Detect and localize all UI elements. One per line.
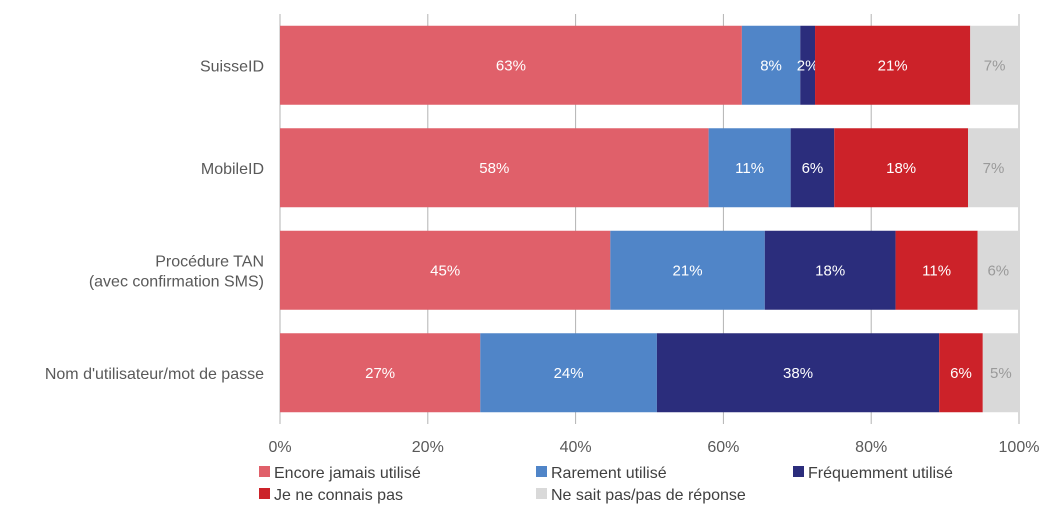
data-label: 24% bbox=[554, 365, 584, 382]
legend-swatch bbox=[536, 488, 547, 499]
data-label: 18% bbox=[886, 160, 916, 177]
data-label: 8% bbox=[760, 57, 782, 74]
bar-segment bbox=[790, 128, 835, 208]
category-label: (avec confirmation SMS) bbox=[89, 273, 264, 290]
bar-segment bbox=[280, 128, 709, 208]
category-label: Procédure TAN bbox=[155, 253, 264, 270]
data-label: 11% bbox=[735, 160, 764, 177]
data-label: 6% bbox=[987, 262, 1009, 279]
x-tick-label: 60% bbox=[707, 439, 739, 456]
legend-swatch bbox=[259, 466, 270, 477]
bar-segment bbox=[815, 25, 971, 105]
data-label: 38% bbox=[783, 365, 813, 382]
bar-segment bbox=[656, 333, 940, 413]
category-label: Nom d'utilisateur/mot de passe bbox=[45, 366, 264, 383]
data-label: 21% bbox=[673, 262, 703, 279]
x-tick-label: 0% bbox=[268, 439, 291, 456]
data-label: 45% bbox=[430, 262, 460, 279]
bar-segment bbox=[708, 128, 791, 208]
bar-segment bbox=[280, 333, 481, 413]
bar-segment bbox=[895, 230, 978, 310]
data-label: 7% bbox=[984, 57, 1006, 74]
bar-segment bbox=[970, 25, 1019, 105]
data-label: 6% bbox=[950, 365, 972, 382]
x-tick-label: 40% bbox=[560, 439, 592, 456]
bar-segment bbox=[764, 230, 896, 310]
data-label: 11% bbox=[922, 262, 951, 279]
category-label: SuisseID bbox=[200, 58, 264, 75]
legend-label: Ne sait pas/pas de réponse bbox=[551, 487, 746, 504]
data-label: 18% bbox=[815, 262, 845, 279]
bar-segment bbox=[982, 333, 1019, 413]
x-tick-label: 100% bbox=[999, 439, 1040, 456]
x-tick-label: 80% bbox=[855, 439, 887, 456]
data-label: 2% bbox=[797, 57, 819, 74]
bar-segment bbox=[280, 230, 611, 310]
bar-segment bbox=[741, 25, 801, 105]
category-label: MobileID bbox=[201, 161, 264, 178]
legend-swatch bbox=[536, 466, 547, 477]
legend-label: Fréquemment utilisé bbox=[808, 465, 953, 482]
data-label: 5% bbox=[990, 365, 1012, 382]
legend-label: Je ne connais pas bbox=[274, 487, 403, 504]
data-label: 6% bbox=[802, 160, 824, 177]
bar-segment bbox=[280, 25, 742, 105]
x-tick-label: 20% bbox=[412, 439, 444, 456]
legend-swatch bbox=[259, 488, 270, 499]
bar-segment bbox=[800, 25, 816, 105]
bar-segment bbox=[610, 230, 765, 310]
bar-segment bbox=[480, 333, 657, 413]
data-label: 27% bbox=[365, 365, 395, 382]
data-label: 58% bbox=[479, 160, 509, 177]
data-label: 7% bbox=[983, 160, 1005, 177]
legend-label: Rarement utilisé bbox=[551, 465, 667, 482]
bar-segment bbox=[977, 230, 1019, 310]
legend-label: Encore jamais utilisé bbox=[274, 465, 421, 482]
data-label: 63% bbox=[496, 57, 526, 74]
bar-segment bbox=[939, 333, 983, 413]
bar-segment bbox=[968, 128, 1019, 208]
data-label: 21% bbox=[878, 57, 908, 74]
bar-segment bbox=[834, 128, 969, 208]
legend-swatch bbox=[793, 466, 804, 477]
